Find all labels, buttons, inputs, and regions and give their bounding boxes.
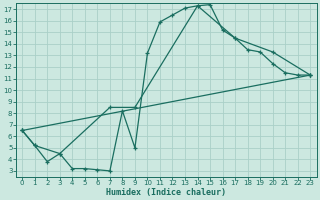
X-axis label: Humidex (Indice chaleur): Humidex (Indice chaleur)	[106, 188, 226, 197]
